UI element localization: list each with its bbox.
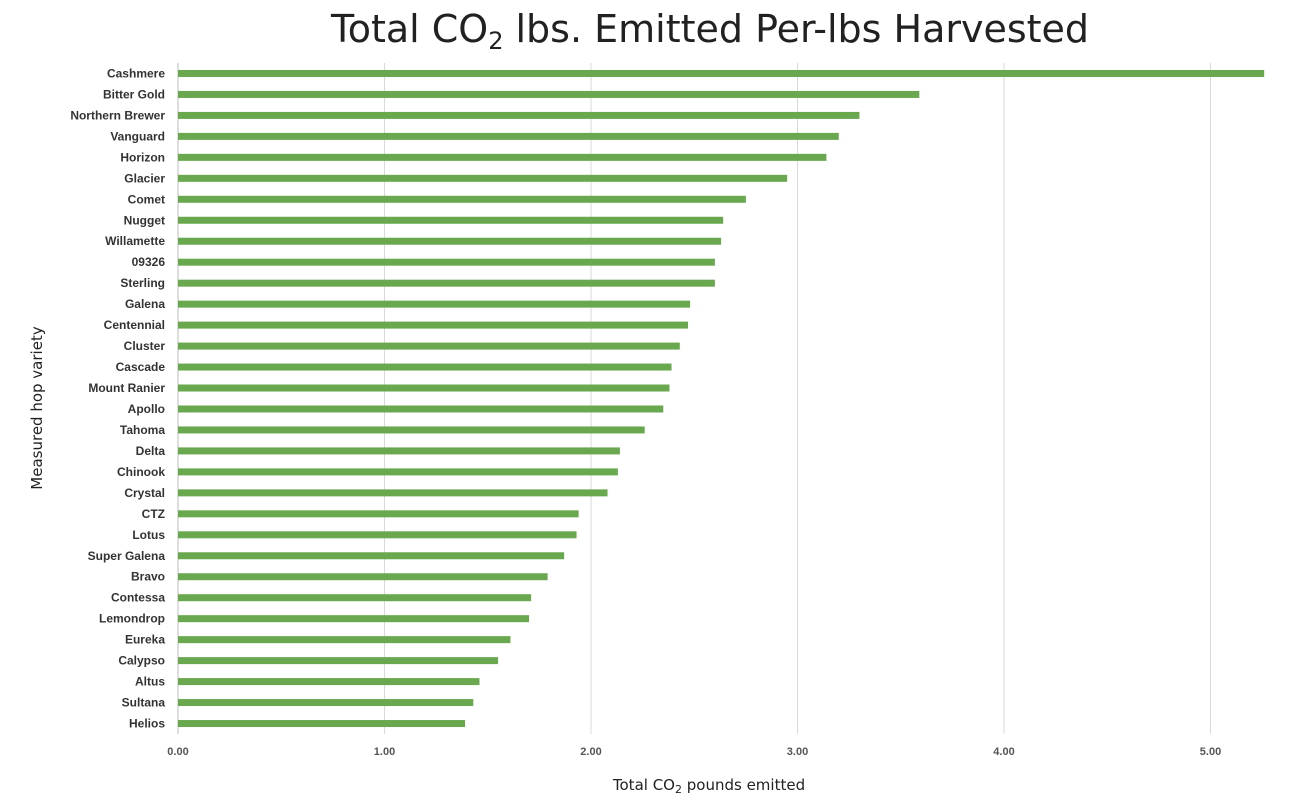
- category-label: Sterling: [120, 276, 165, 290]
- bar: [178, 615, 530, 623]
- bar: [178, 279, 715, 287]
- bar: [178, 195, 746, 203]
- category-label: Super Galena: [88, 549, 166, 563]
- category-label: Mount Ranier: [88, 381, 165, 395]
- category-label: Helios: [129, 717, 165, 731]
- category-label: Lemondrop: [99, 612, 165, 626]
- bar: [178, 90, 920, 98]
- category-label: Vanguard: [110, 129, 165, 143]
- bar: [178, 636, 511, 644]
- bar: [178, 111, 860, 119]
- bar: [178, 678, 480, 686]
- category-label: Altus: [135, 675, 165, 689]
- category-label: Contessa: [111, 591, 165, 605]
- bar: [178, 699, 474, 707]
- category-label: CTZ: [142, 507, 165, 521]
- x-tick-labels: 0.00 1.00 2.00 3.00 4.00 5.00: [167, 746, 1221, 758]
- category-label: Comet: [128, 192, 165, 206]
- bar: [178, 384, 670, 392]
- bar: [178, 552, 565, 560]
- bar: [178, 447, 620, 455]
- category-label: Galena: [125, 297, 165, 311]
- category-label: Delta: [136, 444, 166, 458]
- bar: [178, 174, 788, 182]
- category-label: Horizon: [120, 150, 165, 164]
- category-label: Eureka: [125, 633, 165, 647]
- title-rest: lbs. Emitted Per-lbs Harvested: [516, 7, 1090, 51]
- category-label: Lotus: [132, 528, 165, 542]
- x-tick-label: 3.00: [787, 746, 808, 758]
- x-tick-label: 4.00: [993, 746, 1014, 758]
- bar: [178, 531, 577, 539]
- bar: [178, 237, 722, 245]
- x-tick-label: 5.00: [1200, 746, 1221, 758]
- category-label: Cascade: [116, 360, 166, 374]
- category-label: Apollo: [128, 402, 165, 416]
- category-labels: Cashmere Bitter Gold Northern Brewer Vangua…: [70, 66, 165, 730]
- bar: [178, 69, 1265, 77]
- category-label: Chinook: [117, 465, 165, 479]
- category-label: Calypso: [118, 654, 165, 668]
- x-tick-label: 1.00: [374, 746, 395, 758]
- category-label: Crystal: [124, 486, 165, 500]
- bar: [178, 153, 827, 161]
- x-axis-title-subscript: 2: [675, 783, 682, 796]
- category-label: Cashmere: [107, 66, 165, 80]
- category-label: Glacier: [124, 171, 165, 185]
- bar: [178, 720, 466, 728]
- bar: [178, 468, 618, 476]
- x-axis-title-rest: pounds emitted: [682, 776, 805, 794]
- x-tick-label: 0.00: [167, 746, 188, 758]
- bar: [178, 216, 724, 224]
- bars: [178, 69, 1265, 728]
- gridlines: [177, 63, 1211, 734]
- bar: [178, 132, 839, 140]
- bar: [178, 426, 645, 434]
- bar: [178, 594, 532, 602]
- bar: [178, 321, 689, 329]
- chart-title: Total CO2 lbs. Emitted Per-lbs Harvested: [330, 7, 1089, 55]
- y-axis-title: Measured hop variety: [28, 326, 46, 490]
- x-tick-label: 2.00: [580, 746, 601, 758]
- category-label: Centennial: [104, 318, 165, 332]
- category-label: Willamette: [105, 234, 165, 248]
- bar: [178, 258, 715, 266]
- category-label: Bravo: [131, 570, 165, 584]
- bar: [178, 342, 680, 350]
- category-label: Sultana: [122, 696, 166, 710]
- x-axis-title: Total CO2 pounds emitted: [612, 776, 805, 796]
- bar: [178, 573, 548, 581]
- category-label: Northern Brewer: [70, 108, 165, 122]
- category-label: Nugget: [124, 213, 165, 227]
- bar: [178, 510, 579, 518]
- title-subscript: 2: [488, 27, 503, 55]
- category-label: 09326: [132, 255, 166, 269]
- bar: [178, 300, 691, 308]
- bar: [178, 363, 672, 371]
- bar: [178, 657, 499, 665]
- category-label: Tahoma: [120, 423, 165, 437]
- bar: [178, 489, 608, 497]
- category-label: Bitter Gold: [103, 87, 165, 101]
- category-label: Cluster: [124, 339, 166, 353]
- bar: [178, 405, 664, 413]
